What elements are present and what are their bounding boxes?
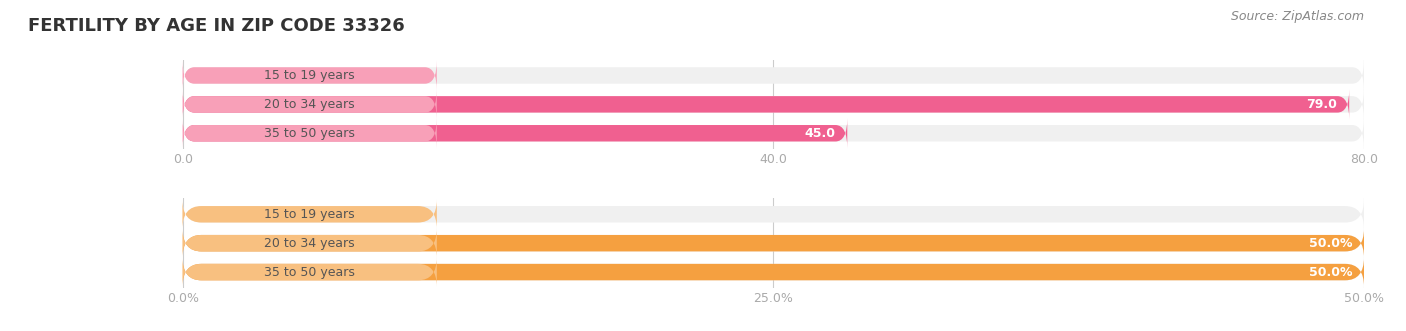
Text: 79.0: 79.0 — [1306, 98, 1337, 111]
FancyBboxPatch shape — [183, 199, 437, 229]
FancyBboxPatch shape — [183, 257, 1364, 287]
Text: FERTILITY BY AGE IN ZIP CODE 33326: FERTILITY BY AGE IN ZIP CODE 33326 — [28, 17, 405, 34]
FancyBboxPatch shape — [183, 228, 1364, 258]
Text: 0.0%: 0.0% — [194, 208, 226, 221]
Text: 15 to 19 years: 15 to 19 years — [264, 69, 354, 82]
Text: 50.0%: 50.0% — [1309, 265, 1353, 279]
Text: 15 to 19 years: 15 to 19 years — [264, 208, 354, 221]
FancyBboxPatch shape — [183, 228, 1364, 258]
FancyBboxPatch shape — [183, 118, 437, 148]
FancyBboxPatch shape — [183, 89, 437, 119]
FancyBboxPatch shape — [183, 118, 1364, 148]
Text: 50.0%: 50.0% — [1309, 237, 1353, 250]
FancyBboxPatch shape — [183, 61, 1364, 90]
Text: 35 to 50 years: 35 to 50 years — [264, 265, 356, 279]
Text: Source: ZipAtlas.com: Source: ZipAtlas.com — [1230, 10, 1364, 23]
FancyBboxPatch shape — [183, 257, 437, 287]
FancyBboxPatch shape — [183, 89, 1350, 119]
FancyBboxPatch shape — [183, 118, 848, 148]
Text: 45.0: 45.0 — [804, 127, 835, 140]
Text: 20 to 34 years: 20 to 34 years — [264, 237, 354, 250]
FancyBboxPatch shape — [183, 199, 1364, 229]
Text: 0.0: 0.0 — [194, 69, 215, 82]
FancyBboxPatch shape — [183, 89, 1364, 119]
FancyBboxPatch shape — [183, 228, 437, 258]
FancyBboxPatch shape — [183, 257, 1364, 287]
FancyBboxPatch shape — [183, 61, 437, 90]
Text: 35 to 50 years: 35 to 50 years — [264, 127, 356, 140]
Text: 20 to 34 years: 20 to 34 years — [264, 98, 354, 111]
